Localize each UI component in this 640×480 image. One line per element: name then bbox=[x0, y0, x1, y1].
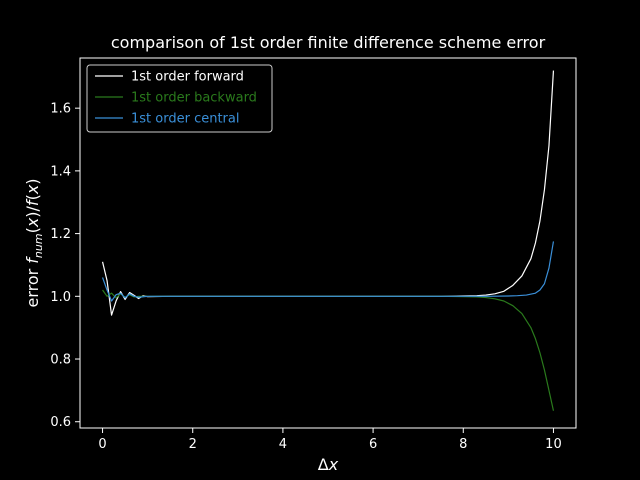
y-tick-label: 1.2 bbox=[50, 227, 71, 242]
y-tick-label: 0.6 bbox=[50, 415, 71, 430]
y-tick-label: 1.6 bbox=[50, 102, 71, 117]
y-tick-label: 0.8 bbox=[50, 353, 71, 368]
legend-box bbox=[86, 64, 273, 133]
x-tick-label: 10 bbox=[545, 437, 562, 452]
x-tick-label: 4 bbox=[279, 437, 287, 452]
series-line-2 bbox=[101, 241, 555, 302]
legend-label-1: 1st order backward bbox=[131, 91, 257, 106]
y-tick-label: 1.0 bbox=[50, 290, 71, 305]
y-axis: 0.6 0.8 1.0 1.2 1.4 1.6 bbox=[50, 102, 80, 430]
plot-frame bbox=[79, 57, 577, 429]
x-tick-label: 6 bbox=[369, 437, 377, 452]
x-tick-label: 2 bbox=[189, 437, 197, 452]
series-layer bbox=[101, 70, 555, 411]
x-axis-label: Δx bbox=[318, 455, 339, 474]
legend-label-2: 1st order central bbox=[131, 112, 239, 127]
legend-label-0: 1st order forward bbox=[131, 70, 244, 85]
x-tick-label: 0 bbox=[98, 437, 106, 452]
y-tick-label: 1.4 bbox=[50, 164, 71, 179]
x-tick-label: 8 bbox=[459, 437, 467, 452]
y-axis-label: error fnum(x)/f(x) bbox=[23, 178, 45, 307]
x-axis: 0 2 4 6 8 10 bbox=[98, 428, 562, 452]
legend: 1st order forward 1st order backward 1st o… bbox=[86, 64, 273, 133]
chart-title: comparison of 1st order finite differenc… bbox=[111, 33, 546, 52]
